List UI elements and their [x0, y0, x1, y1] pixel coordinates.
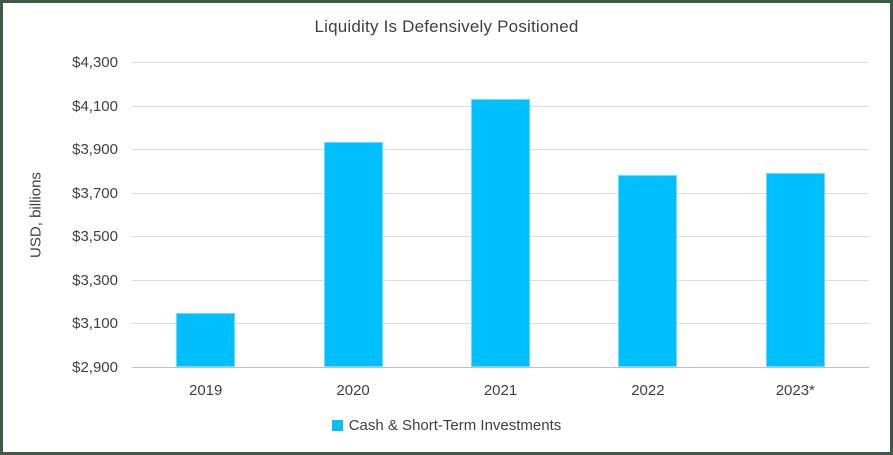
gridline [132, 62, 869, 63]
y-tick-label: $3,700 [72, 184, 118, 202]
y-axis-ticks: $2,900 $3,100 $3,300 $3,500 $3,700 $3,900 $4,1… [23, 54, 118, 376]
bar-2019 [176, 312, 236, 367]
x-tick-label: 2019 [189, 382, 223, 399]
bar-2023* [765, 173, 825, 367]
x-tick-label: 2023* [775, 382, 815, 399]
y-tick-label: $3,500 [72, 228, 118, 246]
bar-2022 [618, 175, 678, 367]
y-tick-label: $4,100 [72, 97, 118, 115]
legend-swatch-icon [331, 419, 343, 431]
x-axis-ticks: 2019 2020 2021 2022 2023* [132, 381, 869, 401]
legend: Cash & Short-Term Investments [3, 415, 890, 435]
x-tick-label: 2022 [631, 382, 665, 399]
x-tick-label: 2020 [336, 382, 370, 399]
bar-2021 [471, 99, 530, 367]
y-tick-label: $3,100 [72, 315, 118, 333]
y-tick-label: $4,300 [72, 54, 118, 71]
x-axis-line [132, 367, 869, 368]
chart-title: Liquidity Is Defensively Positioned [314, 17, 579, 36]
plot-area [132, 62, 869, 368]
y-tick-label: $3,900 [72, 141, 118, 159]
y-tick-label: $3,300 [72, 271, 118, 289]
legend-label: Cash & Short-Term Investments [348, 416, 562, 434]
x-tick-label: 2021 [483, 382, 518, 399]
y-tick-label: $2,900 [72, 359, 118, 376]
bar-2020 [323, 141, 383, 367]
